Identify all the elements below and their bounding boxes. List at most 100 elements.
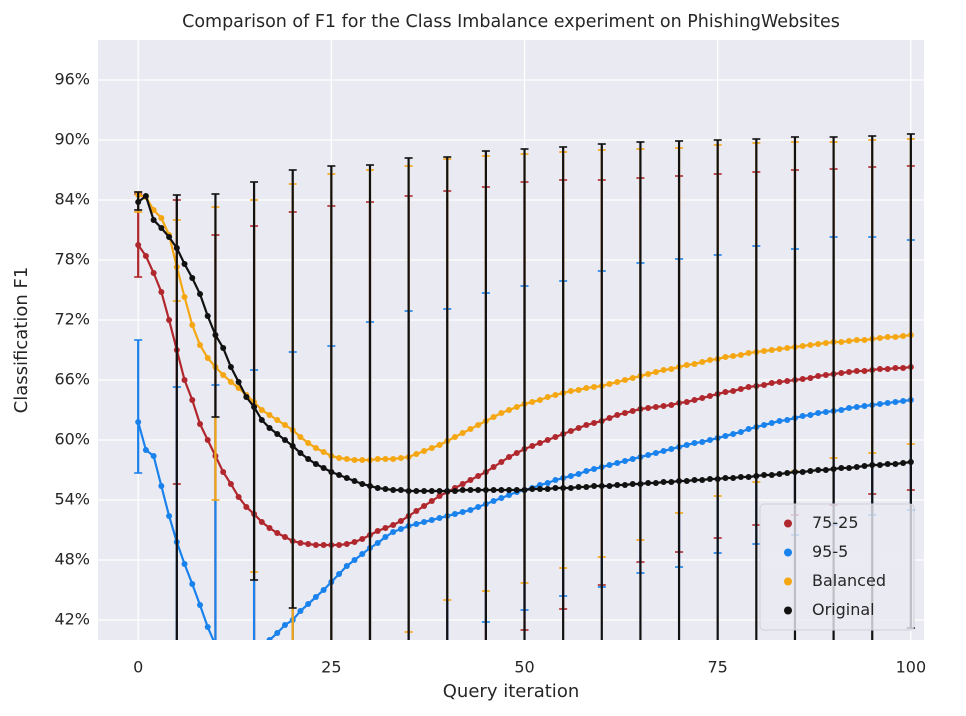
data-point <box>258 519 265 525</box>
data-point <box>637 481 644 487</box>
x-axis-label: Query iteration <box>443 681 579 702</box>
data-point <box>567 473 574 479</box>
error-bar <box>134 339 143 474</box>
data-point <box>351 557 358 563</box>
data-point <box>220 657 226 663</box>
data-point <box>506 454 513 460</box>
data-point <box>150 270 157 276</box>
data-point <box>374 528 381 534</box>
data-point <box>428 498 435 504</box>
data-point <box>173 245 180 251</box>
data-point <box>853 368 860 374</box>
data-point <box>212 642 218 648</box>
data-point <box>343 456 350 462</box>
data-point <box>158 225 165 231</box>
error-bar <box>327 165 336 640</box>
data-point <box>382 534 389 540</box>
data-point <box>482 487 489 493</box>
data-point <box>652 404 659 410</box>
data-point <box>861 403 868 409</box>
data-point <box>730 353 737 359</box>
data-point <box>259 649 265 655</box>
data-point <box>258 407 265 413</box>
data-point <box>359 457 366 463</box>
data-point <box>382 456 389 462</box>
data-point <box>768 380 775 386</box>
data-point <box>737 429 744 435</box>
y-tick-label: 54% <box>54 490 90 509</box>
data-point <box>328 469 335 475</box>
data-point <box>166 317 173 323</box>
error-bar <box>829 136 838 640</box>
y-tick-label: 78% <box>54 250 90 269</box>
data-point <box>776 418 783 424</box>
data-point <box>351 539 358 545</box>
data-point <box>544 437 551 443</box>
data-point <box>815 410 822 416</box>
data-point <box>799 343 806 349</box>
data-point <box>575 387 582 393</box>
data-point <box>227 364 234 370</box>
error-bar <box>288 169 297 609</box>
data-point <box>281 422 288 428</box>
data-point <box>181 561 188 567</box>
data-point <box>591 384 598 390</box>
data-point <box>583 422 590 428</box>
data-point <box>822 409 829 415</box>
data-point <box>382 486 389 492</box>
data-point <box>212 332 219 338</box>
data-point <box>799 376 806 382</box>
data-point <box>621 482 628 488</box>
error-bar <box>675 140 684 640</box>
data-point <box>683 362 690 368</box>
data-point <box>142 193 149 199</box>
data-point <box>312 542 319 548</box>
x-tick-label: 75 <box>708 658 728 677</box>
data-point <box>436 442 443 448</box>
legend: 75-25 95-5 Balanced Original <box>759 503 915 631</box>
data-point <box>876 462 883 468</box>
data-point <box>822 467 829 473</box>
data-point <box>444 488 451 494</box>
data-point <box>490 487 497 493</box>
data-point <box>869 462 876 468</box>
data-point <box>536 440 543 446</box>
y-tick-label: 72% <box>54 310 90 329</box>
data-point <box>397 518 404 524</box>
data-point <box>730 431 737 437</box>
data-point <box>150 453 157 459</box>
data-point <box>227 379 234 385</box>
legend-label: Balanced <box>812 571 886 590</box>
data-point <box>428 517 435 523</box>
data-point <box>181 294 188 300</box>
data-point <box>243 504 250 510</box>
data-point <box>297 540 304 546</box>
error-bar <box>250 181 259 581</box>
data-point <box>343 541 350 547</box>
legend-marker <box>784 577 792 586</box>
data-point <box>621 377 628 383</box>
data-point <box>591 420 598 426</box>
data-point <box>490 414 497 420</box>
data-point <box>583 484 590 490</box>
grid: 42% 48% 54% 60% 66% 72% 78% 84% 90% 96% 0 25 50 75 100 <box>54 40 926 677</box>
data-point <box>606 483 613 489</box>
data-point <box>815 373 822 379</box>
data-point <box>135 242 142 248</box>
data-point <box>189 397 196 403</box>
data-point <box>807 375 814 381</box>
y-tick-label: 96% <box>54 70 90 89</box>
y-tick-label: 84% <box>54 190 90 209</box>
data-point <box>281 534 288 540</box>
data-point <box>745 384 752 390</box>
data-point <box>397 487 404 493</box>
data-point <box>467 507 474 513</box>
data-point <box>189 581 196 587</box>
data-point <box>699 439 706 445</box>
data-point <box>305 601 312 607</box>
data-point <box>204 624 211 630</box>
x-tick-label: 50 <box>514 658 534 677</box>
data-point <box>274 431 281 437</box>
data-point <box>861 337 868 343</box>
data-point <box>768 347 775 353</box>
